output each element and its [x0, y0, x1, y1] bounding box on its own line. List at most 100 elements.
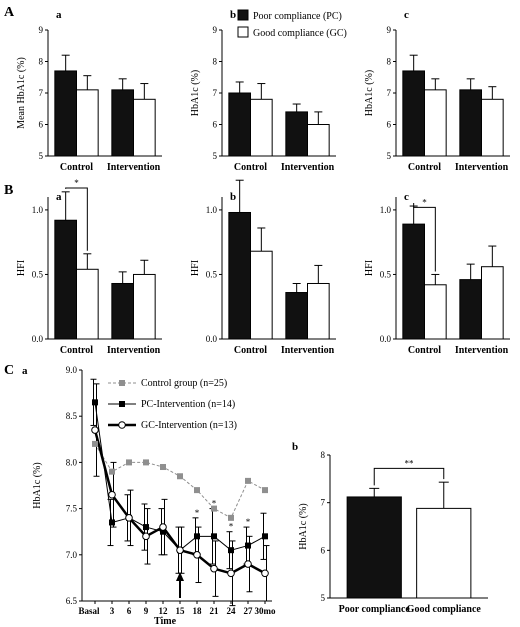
chart-panel-ac: c 5 6 7 8 9 HbA1c (%) Control Intervention [364, 9, 510, 173]
bar [459, 279, 482, 340]
x-category-label: Control [234, 162, 267, 173]
chart-panel-ba: a 0.0 0.5 1.0 HFI Control Intervention * [16, 178, 162, 356]
chart-panel-ca: a 6.5 7.0 7.5 8.0 8.5 9.0 HbA1c (%) Basal 3 6 9 12 15… [22, 365, 276, 627]
x-category-label: Intervention [455, 162, 509, 173]
x-tick-label: 21 [210, 606, 220, 616]
x-category-label: Poor compliance [339, 604, 411, 615]
bar [424, 89, 447, 157]
x-tick-label: Basal [78, 606, 100, 616]
data-point-pc [160, 528, 166, 535]
bar [76, 89, 99, 157]
data-point-gc [261, 569, 269, 578]
chart-panel-aa: a 5 6 7 8 9 Mean HbA1c (%) Control Intervention [16, 9, 162, 173]
panel-label: a [22, 365, 28, 377]
bar [54, 70, 77, 157]
bar [228, 211, 251, 340]
bar [250, 250, 273, 340]
x-category-label: Control [408, 162, 441, 173]
y-tick-label: 8.0 [66, 457, 78, 467]
data-point-pc [194, 533, 200, 540]
bar [285, 111, 308, 157]
y-axis-label: Mean HbA1c (%) [16, 57, 27, 129]
data-point-control [194, 487, 200, 494]
y-tick-label: 5 [321, 593, 326, 603]
bar [402, 70, 425, 157]
y-tick-label: 6.5 [66, 596, 78, 606]
significance-marker: * [212, 499, 217, 509]
y-tick-label: 7 [321, 498, 326, 508]
significance-bracket [65, 187, 88, 251]
y-tick-label: 9 [39, 25, 44, 35]
data-point-gc [227, 569, 235, 578]
y-tick-label: 8 [39, 57, 44, 67]
data-point-control [109, 468, 115, 475]
y-tick-label: 9.0 [66, 365, 78, 375]
x-tick-label: 24 [227, 606, 237, 616]
data-point-control [177, 473, 183, 480]
data-point-gc [159, 523, 167, 531]
x-category-label: Intervention [281, 162, 335, 173]
bar [133, 98, 156, 157]
panel-label: b [230, 9, 236, 21]
panel-label: c [404, 9, 409, 21]
legend-entry: Control group (n=25) [108, 378, 227, 389]
legend-swatch [237, 26, 249, 38]
bar [459, 89, 482, 157]
data-point-pc [262, 533, 268, 540]
data-point-control [228, 514, 234, 521]
legend-swatch [237, 9, 249, 21]
bar [54, 219, 77, 340]
significance-marker: * [74, 178, 79, 188]
y-axis-label: HbA1c (%) [190, 70, 201, 116]
data-point-gc [176, 546, 184, 554]
y-axis-label: HFI [16, 260, 27, 276]
x-category-label: Control [408, 345, 441, 356]
y-tick-label: 8 [213, 57, 218, 67]
bar [307, 282, 330, 340]
x-category-label: Control [234, 345, 267, 356]
data-point-control [211, 505, 217, 512]
legend-marker [118, 421, 126, 429]
bar [228, 92, 251, 157]
panel-label: b [292, 441, 298, 453]
significance-marker: * [229, 522, 234, 532]
y-tick-label: 0.5 [380, 269, 392, 279]
y-tick-label: 1.0 [380, 205, 392, 215]
x-tick-label: 6 [127, 606, 132, 616]
data-point-pc [211, 533, 217, 540]
y-tick-label: 9 [387, 25, 392, 35]
data-point-control [245, 477, 251, 484]
data-point-pc [245, 542, 251, 549]
bar [250, 98, 273, 157]
y-tick-label: 6 [321, 545, 326, 555]
legend-label: Good compliance (GC) [253, 28, 347, 39]
y-tick-label: 8 [387, 57, 392, 67]
data-point-pc [109, 519, 115, 526]
data-point-gc [91, 426, 99, 434]
x-category-label: Intervention [107, 162, 161, 173]
significance-bracket [373, 467, 445, 486]
significance-marker: * [195, 508, 200, 518]
y-tick-label: 1.0 [206, 205, 218, 215]
data-point-gc [244, 560, 252, 568]
x-category-label: Good compliance [407, 604, 482, 615]
legend-label: Control group (n=25) [141, 378, 227, 389]
panel-label: c [404, 191, 409, 203]
x-category-label: Intervention [107, 345, 161, 356]
x-tick-label: 3 [110, 606, 115, 616]
data-point-control [126, 459, 132, 466]
y-tick-label: 5 [39, 151, 44, 161]
y-axis-label: HbA1c (%) [298, 503, 309, 549]
y-tick-label: 6 [39, 120, 44, 130]
section-label-c: C [4, 363, 14, 378]
panel-label: a [56, 191, 62, 203]
x-category-label: Control [60, 345, 93, 356]
y-axis-label: HbA1c (%) [364, 70, 375, 116]
y-tick-label: 7.0 [66, 550, 78, 560]
y-tick-label: 0.5 [206, 269, 218, 279]
legend-top: Poor compliance (PC) Good compliance (GC) [237, 9, 347, 39]
y-tick-label: 9 [213, 25, 218, 35]
y-tick-label: 6 [213, 120, 218, 130]
bar [481, 266, 504, 340]
